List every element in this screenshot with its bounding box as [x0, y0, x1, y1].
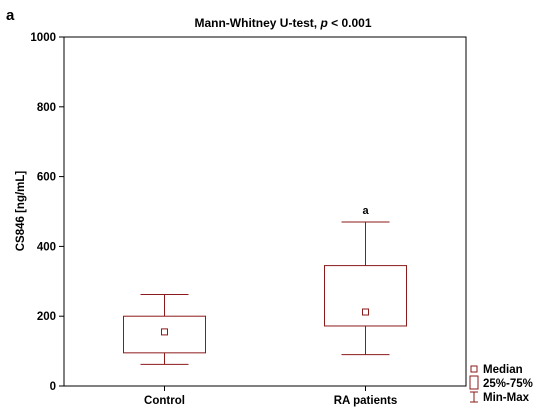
legend-median-icon	[470, 365, 478, 373]
y-tick-label: 0	[50, 381, 56, 393]
y-tick-label: 200	[37, 311, 56, 323]
x-axis: Control RA patients	[144, 386, 397, 407]
y-axis-label: CS846 [ng/mL]	[15, 171, 27, 252]
legend-label: Min-Max	[483, 392, 530, 404]
iqr-box	[324, 265, 407, 327]
legend: Median 25%-75% Min-Max	[469, 364, 533, 404]
x-tick-label: RA patients	[334, 395, 397, 407]
legend-label: 25%-75%	[483, 378, 533, 390]
median-marker	[362, 308, 369, 316]
chart-title-part-2: p	[319, 16, 327, 30]
significance-annotation: a	[362, 205, 369, 217]
median-marker	[161, 328, 168, 336]
legend-label: Median	[483, 364, 523, 376]
x-tick-label: Control	[144, 395, 185, 407]
y-axis: 0 200 400 600 800 1000	[30, 32, 64, 393]
y-tick-label: 1000	[30, 32, 56, 44]
y-tick-label: 800	[37, 102, 56, 114]
box-1	[123, 294, 206, 365]
y-tick-label: 600	[37, 172, 56, 184]
plot-frame	[63, 36, 467, 387]
panel-label: a	[6, 7, 15, 24]
y-tick-label: 400	[37, 241, 56, 253]
chart-title: Mann-Whitney U-test, p < 0.001	[194, 16, 371, 30]
box-2: a	[324, 205, 407, 356]
iqr-box	[123, 315, 206, 354]
box-series: a	[123, 205, 407, 365]
chart-title-part-3: < 0.001	[328, 16, 372, 30]
chart-title-part-1: Mann-Whitney U-test,	[194, 16, 320, 30]
legend-box-icon	[469, 375, 479, 390]
